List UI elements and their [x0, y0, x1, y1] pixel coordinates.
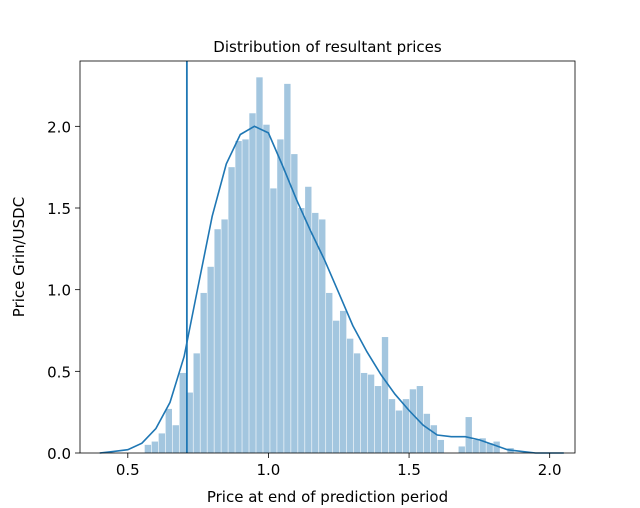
- histogram-bar: [186, 392, 193, 453]
- x-tick-label: 2.0: [538, 461, 562, 479]
- histogram-bar: [388, 399, 396, 453]
- histogram-bar: [346, 338, 354, 453]
- histogram-bar: [381, 337, 389, 453]
- y-tick-label: 2.0: [47, 118, 71, 136]
- histogram-bar: [235, 141, 242, 454]
- histogram-bar: [472, 439, 479, 453]
- histogram-bar: [402, 399, 410, 453]
- kde-line: [99, 125, 564, 454]
- histogram-bar: [305, 186, 312, 453]
- histogram-bar: [256, 77, 263, 453]
- histogram-bar: [179, 372, 186, 453]
- histogram-bar: [172, 425, 179, 453]
- y-axis-ticks: 0.0 0.5 1.0 1.5 2.0: [47, 118, 80, 463]
- histogram-bar: [249, 113, 256, 454]
- histogram-bar: [486, 443, 493, 453]
- histogram-bar: [200, 292, 207, 453]
- histogram-bar: [228, 167, 235, 453]
- histogram-bar: [242, 139, 249, 453]
- histogram-bar: [493, 441, 500, 453]
- histogram-bar: [277, 139, 284, 453]
- histogram-bar: [430, 425, 438, 453]
- x-tick-label: 1.0: [257, 461, 281, 479]
- histogram-bar: [291, 154, 298, 453]
- histogram-bar: [437, 439, 445, 453]
- histogram-bar: [312, 212, 319, 453]
- histogram-bar: [158, 433, 166, 453]
- x-tick-label: 0.5: [116, 461, 140, 479]
- histogram-bar: [333, 320, 340, 453]
- y-tick-label: 1.0: [47, 282, 71, 300]
- histogram-bar: [458, 446, 465, 453]
- histogram-bar: [353, 353, 361, 453]
- histogram-bar: [479, 438, 486, 453]
- histogram-bar: [263, 124, 270, 453]
- histogram-bar: [270, 188, 277, 453]
- histogram-bars: [144, 77, 514, 454]
- histogram-bar: [374, 386, 382, 453]
- y-tick-label: 0.0: [47, 445, 71, 463]
- x-axis-label: Price at end of prediction period: [207, 488, 448, 506]
- histogram-bar: [465, 417, 472, 453]
- histogram-bar: [165, 408, 172, 453]
- y-tick-label: 0.5: [47, 363, 71, 381]
- histogram-bar: [221, 219, 228, 453]
- histogram-bar: [151, 441, 159, 453]
- histogram-bar: [360, 372, 368, 453]
- histogram-bar: [416, 386, 424, 453]
- y-tick-label: 1.5: [47, 200, 71, 218]
- histogram-bar: [395, 410, 403, 453]
- histogram-bar: [214, 229, 221, 453]
- x-tick-label: 1.5: [397, 461, 421, 479]
- histogram-bar: [319, 219, 326, 453]
- histogram-bar: [409, 389, 417, 453]
- y-axis-label: Price Grin/USDC: [10, 197, 28, 317]
- histogram-bar: [326, 292, 333, 453]
- plot-frame: [79, 60, 576, 454]
- histogram-bar: [339, 310, 347, 453]
- histogram-bar: [193, 353, 200, 453]
- histogram-bar: [144, 444, 152, 453]
- histogram-bar: [284, 83, 291, 453]
- histogram-bar: [298, 208, 305, 453]
- histogram-bar: [367, 374, 375, 453]
- chart-title: Distribution of resultant prices: [213, 38, 442, 56]
- x-axis-ticks: 0.5 1.0 1.5 2.0: [116, 453, 562, 479]
- histogram-bar: [207, 266, 214, 453]
- histogram-bar: [423, 413, 431, 453]
